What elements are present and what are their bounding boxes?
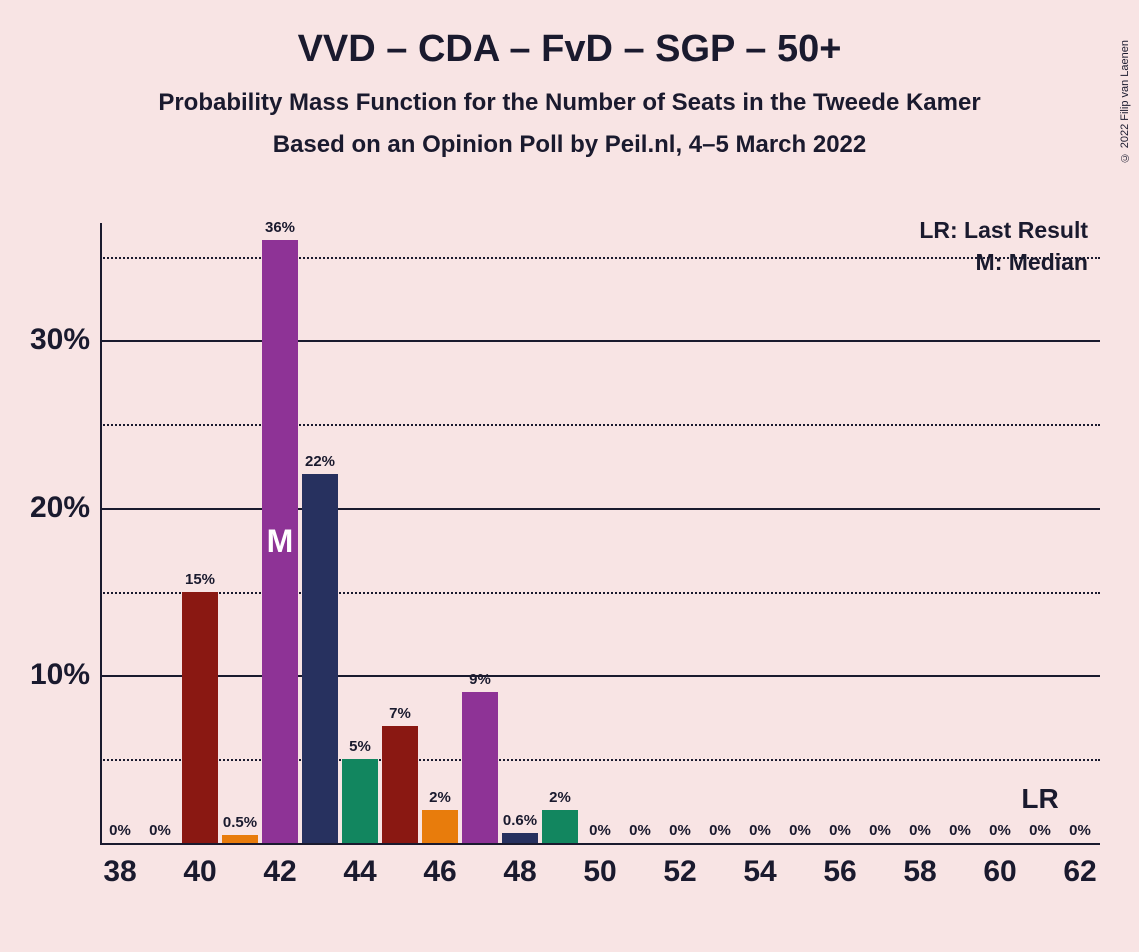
y-tick-label: 20% (30, 491, 100, 525)
gridline-major (100, 508, 1100, 510)
bar-value-label: 0% (949, 822, 971, 839)
bar-value-label: 0% (589, 822, 611, 839)
x-tick-label: 52 (663, 855, 696, 889)
gridline-minor (100, 759, 1100, 761)
gridline-major (100, 340, 1100, 342)
bar: 9% (462, 692, 498, 843)
bar-value-label: 7% (389, 705, 411, 722)
gridline-minor (100, 257, 1100, 259)
bar: 2% (542, 810, 578, 844)
gridline-minor (100, 424, 1100, 426)
x-tick-label: 40 (183, 855, 216, 889)
bar: 5% (342, 759, 378, 843)
bar: 2% (422, 810, 458, 844)
bar: 0.5% (222, 835, 258, 843)
x-tick-label: 48 (503, 855, 536, 889)
copyright-text: © 2022 Filip van Laenen (1119, 40, 1131, 163)
bar-value-label: 0% (149, 822, 171, 839)
bar: 7% (382, 726, 418, 843)
plot-area: LR: Last Result M: Median 10%20%30%38404… (100, 223, 1100, 843)
bar-value-label: 0% (709, 822, 731, 839)
bar-value-label: 0% (789, 822, 811, 839)
bar-value-label: 0% (629, 822, 651, 839)
x-tick-label: 58 (903, 855, 936, 889)
bar-value-label: 2% (429, 789, 451, 806)
legend-m: M: Median (976, 249, 1088, 276)
bar-value-label: 0% (989, 822, 1011, 839)
last-result-mark: LR (1021, 783, 1058, 815)
legend-lr: LR: Last Result (919, 217, 1088, 244)
chart-title: VVD – CDA – FvD – SGP – 50+ (0, 28, 1139, 71)
chart-subtitle-2: Based on an Opinion Poll by Peil.nl, 4–5… (0, 131, 1139, 159)
bar-value-label: 36% (265, 219, 295, 236)
x-tick-label: 56 (823, 855, 856, 889)
bar: 36%M (262, 240, 298, 843)
bar-value-label: 0% (829, 822, 851, 839)
bar-value-label: 0% (749, 822, 771, 839)
bar-value-label: 0.6% (503, 812, 537, 829)
bar-value-label: 22% (305, 453, 335, 470)
x-tick-label: 54 (743, 855, 776, 889)
bar-value-label: 0% (1069, 822, 1091, 839)
x-tick-label: 60 (983, 855, 1016, 889)
x-tick-label: 42 (263, 855, 296, 889)
bar-value-label: 15% (185, 571, 215, 588)
gridline-major (100, 675, 1100, 677)
y-tick-label: 30% (30, 323, 100, 357)
bar-value-label: 9% (469, 671, 491, 688)
x-tick-label: 62 (1063, 855, 1096, 889)
bar-value-label: 0% (909, 822, 931, 839)
bar-value-label: 0% (869, 822, 891, 839)
bar-value-label: 0% (1029, 822, 1051, 839)
gridline-minor (100, 592, 1100, 594)
x-tick-label: 46 (423, 855, 456, 889)
bar-value-label: 0.5% (223, 814, 257, 831)
x-tick-label: 50 (583, 855, 616, 889)
x-tick-label: 44 (343, 855, 376, 889)
bar: 22% (302, 474, 338, 843)
y-axis-line (100, 223, 102, 843)
x-tick-label: 38 (103, 855, 136, 889)
bar-value-label: 0% (669, 822, 691, 839)
bar: 15% (182, 592, 218, 843)
median-mark: M (267, 523, 294, 560)
chart-subtitle-1: Probability Mass Function for the Number… (0, 89, 1139, 117)
bar-value-label: 0% (109, 822, 131, 839)
y-tick-label: 10% (30, 658, 100, 692)
bar-value-label: 5% (349, 738, 371, 755)
x-axis-line (100, 843, 1100, 845)
bar: 0.6% (502, 833, 538, 843)
bar-value-label: 2% (549, 789, 571, 806)
